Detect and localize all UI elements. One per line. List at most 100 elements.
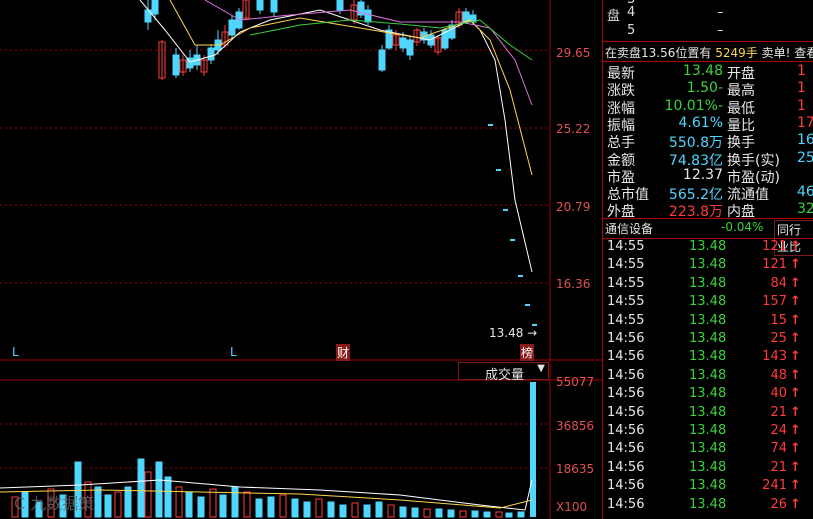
- candle-body: [221, 31, 229, 46]
- volume-bar: [315, 498, 323, 518]
- up-arrow-icon: ↑: [790, 349, 801, 365]
- tick-row[interactable]: 14:56 13.48 21 ↑: [607, 460, 813, 478]
- tick-volume: 157: [762, 294, 787, 310]
- ma-line: [249, 19, 533, 61]
- last-price-value: 13.48: [489, 326, 524, 340]
- stat-label: 涨幅: [607, 100, 635, 117]
- stat-value: 1: [797, 97, 806, 114]
- tick-time: 14:56: [607, 404, 645, 420]
- up-arrow-icon: ↑: [790, 386, 801, 402]
- tick-row[interactable]: 14:56 13.48 26 ↑: [607, 497, 813, 515]
- tick-volume: 15: [770, 312, 787, 328]
- candle-body: [469, 14, 477, 23]
- volume-bar: [447, 509, 455, 518]
- volume-bar: [104, 494, 112, 518]
- tick-price: 13.48: [689, 239, 727, 254]
- volume-bar: [327, 501, 335, 518]
- volume-bar: [291, 498, 299, 518]
- tick-price: 13.48: [689, 478, 727, 494]
- tick-price: 13.48: [689, 404, 727, 420]
- volume-bar: [387, 504, 395, 518]
- ma-line: [139, 0, 533, 273]
- finance-marker[interactable]: 财: [336, 344, 351, 361]
- tick-row[interactable]: 14:56 13.48 25 ↑: [607, 331, 813, 349]
- stat-value: -1.50: [686, 80, 723, 97]
- tick-row[interactable]: 14:55 13.48 157 ↑: [607, 294, 813, 312]
- tick-row[interactable]: 14:55 13.48 15 ↑: [607, 313, 813, 331]
- tick-volume: 48: [770, 367, 787, 383]
- stat-label: 流通值: [727, 187, 769, 204]
- divider: [603, 218, 813, 219]
- stat-value: 223.8万: [668, 204, 723, 221]
- kline-chart-area[interactable]: 29.65 25.22 20.79 16.36 55077 36856 1863…: [0, 0, 602, 519]
- tick-price: 13.48: [689, 496, 727, 512]
- tick-price: 13.48: [689, 294, 727, 310]
- tick-time: 14:56: [607, 478, 645, 494]
- volume-ma-line: [0, 489, 533, 509]
- tick-volume: 25: [770, 331, 787, 346]
- divider: [603, 61, 813, 62]
- tick-row[interactable]: 14:56 13.48 74 ↑: [607, 441, 813, 459]
- tick-price: 13.48: [689, 349, 727, 365]
- sell-order-notice[interactable]: 在卖盘13.56位置有 5249手 卖单! 查看: [605, 44, 813, 61]
- tick-row[interactable]: 14:56 13.48 241 ↑: [607, 478, 813, 496]
- tick-volume: 21: [770, 404, 787, 420]
- order-level: 4: [627, 5, 636, 20]
- ma-line: [204, 0, 533, 106]
- tick-row[interactable]: 14:55 13.48 84 ↑: [607, 276, 813, 294]
- stat-label: 外盘: [607, 204, 635, 221]
- stat-label: 量比: [727, 117, 755, 134]
- stat-value: 74.83亿: [668, 152, 723, 169]
- candle-body: [172, 54, 180, 76]
- volume-bar: [59, 494, 67, 518]
- marker-l[interactable]: L: [230, 345, 237, 359]
- tick-row[interactable]: 14:56 13.48 21 ↑: [607, 405, 813, 423]
- marker-l[interactable]: L: [12, 345, 19, 359]
- up-arrow-icon: ↑: [790, 441, 801, 457]
- volume-bar: [411, 507, 419, 518]
- tick-row[interactable]: 14:56 13.48 48 ↑: [607, 368, 813, 386]
- tick-row[interactable]: 14:55 13.48 121 ↑: [607, 257, 813, 275]
- candle-body: [270, 0, 278, 13]
- candle-body: [228, 19, 236, 36]
- volume-axis-label: 18635: [556, 462, 595, 476]
- ranking-marker[interactable]: 榜: [520, 344, 535, 361]
- tick-row[interactable]: 14:56 13.48 24 ↑: [607, 423, 813, 441]
- tick-time: 14:56: [607, 459, 645, 475]
- candle-body: [448, 24, 456, 39]
- industry-bar[interactable]: 通信设备 -0.04% 同行业比: [605, 220, 813, 256]
- up-arrow-icon: ↑: [790, 331, 801, 346]
- industry-compare-button[interactable]: 同行业比: [774, 220, 813, 256]
- stat-label: 最新: [607, 66, 635, 82]
- indicator-select[interactable]: 成交量 ▼: [458, 362, 549, 383]
- stat-value: 17: [797, 114, 813, 131]
- divider: [603, 238, 813, 239]
- stat-label: 市盈(动): [727, 169, 780, 186]
- kline-chart[interactable]: [0, 0, 602, 519]
- volume-bar: [243, 491, 251, 518]
- divider: [603, 41, 813, 42]
- up-arrow-icon: ↑: [790, 294, 801, 310]
- industry-change: -0.04%: [721, 220, 764, 234]
- candle-body: [364, 9, 372, 23]
- tick-volume: 241: [762, 478, 787, 494]
- tick-volume: 84: [770, 275, 787, 291]
- stat-row: 振幅 4.61% 量比 17: [607, 114, 813, 134]
- volume-bar: [339, 504, 347, 518]
- tick-time: 14:56: [607, 441, 645, 457]
- volume-bar: [84, 481, 92, 518]
- tick-time: 14:55: [607, 294, 645, 310]
- volume-bar: [423, 508, 431, 518]
- volume-bar: [197, 496, 205, 518]
- stat-label: 内盘: [727, 204, 755, 221]
- up-arrow-icon: ↑: [790, 478, 801, 494]
- tick-time: 14:56: [607, 331, 645, 346]
- tick-row[interactable]: 14:56 13.48 143 ↑: [607, 349, 813, 367]
- tick-row[interactable]: 14:55 13.48 121 ↑: [607, 239, 813, 257]
- volume-bar: [459, 510, 467, 518]
- tick-time: 14:56: [607, 496, 645, 512]
- tick-row[interactable]: 14:56 13.48 40 ↑: [607, 386, 813, 404]
- indicator-select-label: 成交量: [485, 368, 525, 383]
- tick-price: 13.48: [689, 367, 727, 383]
- volume-bar: [231, 486, 239, 518]
